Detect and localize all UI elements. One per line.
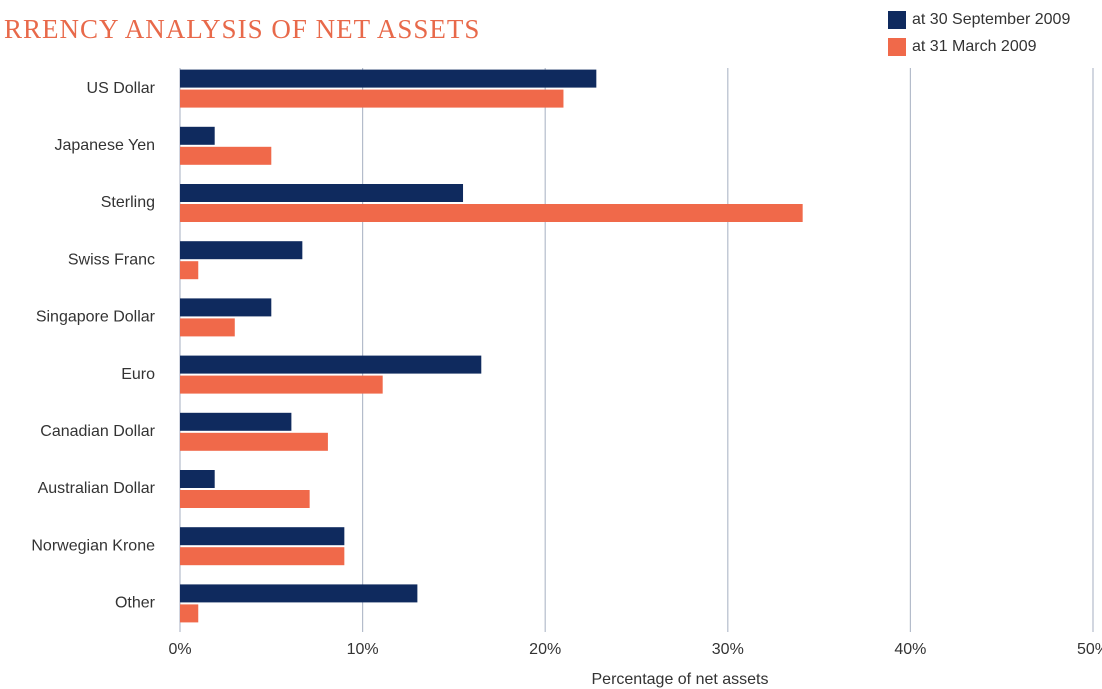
y-tick-label: US Dollar [87,80,156,97]
bar [180,584,418,603]
bar [180,604,199,623]
bar [180,547,345,566]
legend-label: at 30 September 2009 [912,11,1070,28]
bar [180,241,303,260]
bar [180,432,328,451]
bar [180,69,597,88]
bar [180,184,464,202]
y-tick-label: Singapore Dollar [36,309,156,326]
x-tick-label: 40% [894,641,926,658]
x-tick-label: 20% [529,641,561,658]
x-tick-label: 50% [1077,641,1102,658]
bar [180,204,803,222]
legend-swatch [888,38,906,56]
y-tick-label: Japanese Yen [54,137,155,154]
bar [180,375,383,394]
legend-swatch [888,11,906,29]
y-tick-label: Sterling [101,194,155,211]
y-tick-label: Norwegian Krone [31,537,155,554]
y-tick-label: Canadian Dollar [40,423,155,440]
bar [180,490,310,508]
bar [180,470,215,488]
y-tick-label: Swiss Franc [68,251,155,268]
y-tick-label: Other [115,595,156,612]
legend-label: at 31 March 2009 [912,38,1037,55]
bar [180,318,235,337]
bar [180,298,272,317]
x-axis-label: Percentage of net assets [592,671,769,688]
bar [180,89,564,108]
bar [180,412,292,431]
x-tick-label: 0% [168,641,191,658]
x-tick-label: 30% [712,641,744,658]
bar [180,355,482,374]
y-tick-label: Australian Dollar [38,480,156,497]
bar [180,261,199,280]
bar [180,146,272,165]
chart-title: RRENCY ANALYSIS OF NET ASSETS [4,14,480,44]
x-tick-label: 10% [347,641,379,658]
bar [180,126,215,145]
bar [180,527,345,546]
y-tick-label: Euro [121,366,155,383]
